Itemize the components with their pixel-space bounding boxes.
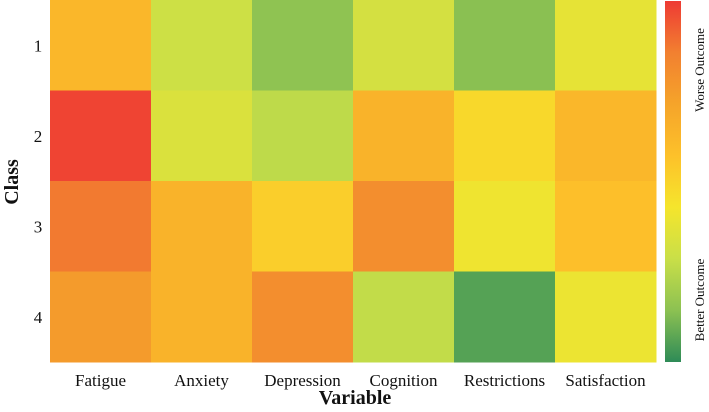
- x-axis-title: Variable: [319, 387, 392, 409]
- y-tick-label: 1: [34, 36, 43, 55]
- colorbar-low-label: Better Outcome: [692, 258, 707, 341]
- heatmap-cell: [50, 271, 152, 363]
- heatmap-cell: [353, 181, 455, 272]
- heatmap-cell: [252, 271, 354, 363]
- heatmap-cell: [353, 271, 455, 363]
- heatmap-cell: [252, 181, 354, 272]
- x-tick-label: Depression: [264, 371, 341, 390]
- colorbar: Worse Outcome Better Outcome: [665, 1, 707, 362]
- heatmap-cell: [252, 0, 354, 91]
- x-tick-label: Satisfaction: [565, 371, 646, 390]
- heatmap-cell: [151, 271, 253, 363]
- colorbar-gradient: [665, 1, 681, 362]
- heatmap-cell: [353, 0, 455, 91]
- x-tick-label: Fatigue: [75, 371, 126, 390]
- colorbar-high-label: Worse Outcome: [692, 28, 707, 112]
- y-tick-label: 4: [34, 308, 43, 327]
- y-axis-title: Class: [1, 159, 23, 205]
- heatmap-cell: [50, 90, 152, 182]
- y-tick-label: 2: [34, 127, 43, 146]
- heatmap-cell: [50, 181, 152, 272]
- heatmap-cell: [555, 181, 657, 272]
- heatmap-cell: [151, 90, 253, 182]
- heatmap-cell: [454, 90, 556, 182]
- heatmap-cell: [454, 0, 556, 91]
- heatmap-cell: [555, 90, 657, 182]
- x-axis-ticks: Fatigue Anxiety Depression Cognition Restric…: [75, 371, 646, 390]
- heatmap-cells: [50, 0, 657, 363]
- heatmap-cell: [151, 181, 253, 272]
- heatmap-cell: [454, 271, 556, 363]
- heatmap-cell: [353, 90, 455, 182]
- heatmap-cell: [454, 181, 556, 272]
- y-tick-label: 3: [34, 217, 43, 236]
- heatmap-cell: [252, 90, 354, 182]
- x-tick-label: Cognition: [369, 371, 438, 390]
- y-axis-ticks: 1 2 3 4: [34, 36, 43, 327]
- heatmap-cell: [151, 0, 253, 91]
- heatmap-cell: [50, 0, 152, 91]
- heatmap-cell: [555, 0, 657, 91]
- x-tick-label: Restrictions: [464, 371, 545, 390]
- x-tick-label: Anxiety: [174, 371, 229, 390]
- heatmap-cell: [555, 271, 657, 363]
